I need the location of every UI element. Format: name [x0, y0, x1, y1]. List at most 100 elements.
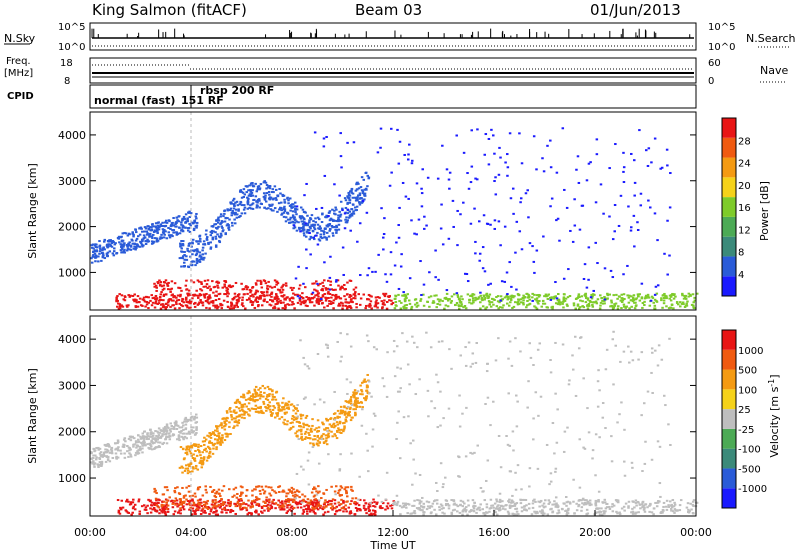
heatmap-cell: [536, 348, 540, 351]
heatmap-cell: [434, 513, 438, 516]
heatmap-cell: [178, 307, 181, 310]
heatmap-cell: [306, 222, 309, 225]
heatmap-cell: [359, 303, 362, 306]
heatmap-cell: [671, 510, 675, 513]
heatmap-cell: [170, 224, 173, 227]
heatmap-cell: [351, 203, 355, 206]
heatmap-cell: [229, 511, 232, 514]
heatmap-cell: [182, 265, 186, 268]
heatmap-cell: [132, 498, 135, 501]
heatmap-cell: [360, 388, 363, 391]
heatmap-cell: [334, 297, 337, 300]
heatmap-cell: [134, 441, 138, 444]
heatmap-cell: [341, 422, 345, 425]
heatmap-cell: [685, 304, 689, 307]
heatmap-cell: [305, 296, 308, 299]
heatmap-cell: [163, 225, 167, 228]
heatmap-cell: [263, 387, 267, 390]
heatmap-cell: [599, 301, 603, 304]
heatmap-cell: [182, 458, 186, 461]
heatmap-cell: [617, 305, 620, 308]
heatmap-cell: [249, 190, 253, 193]
heatmap-cell: [241, 191, 245, 194]
heatmap-cell: [182, 495, 186, 498]
heatmap-cell: [458, 511, 462, 514]
heatmap-cell: [189, 452, 193, 455]
heatmap-cell: [177, 437, 181, 440]
heatmap-cell: [144, 227, 148, 230]
heatmap-cell: [626, 294, 629, 297]
heatmap-cell: [146, 504, 149, 507]
heatmap-cell: [274, 502, 278, 505]
heatmap-cell: [691, 500, 695, 503]
heatmap-cell: [211, 499, 215, 502]
heatmap-cell: [226, 288, 230, 291]
heatmap-cell: [438, 300, 441, 303]
heatmap-cell: [338, 422, 342, 425]
heatmap-cell: [307, 367, 311, 370]
heatmap-cell: [415, 182, 419, 185]
heatmap-cell: [341, 246, 345, 249]
heatmap-cell: [217, 298, 221, 301]
heatmap-cell: [312, 488, 315, 491]
heatmap-cell: [354, 408, 357, 411]
heatmap-cell: [250, 191, 254, 194]
heatmap-cell: [262, 402, 266, 405]
heatmap-cell: [608, 215, 611, 218]
heatmap-cell: [464, 307, 468, 310]
heatmap-cell: [365, 171, 368, 174]
heatmap-cell: [586, 501, 589, 504]
heatmap-cell: [447, 504, 451, 507]
heatmap-cell: [265, 395, 269, 398]
heatmap-cell: [297, 287, 301, 290]
heatmap-cell: [413, 499, 416, 502]
heatmap-cell: [317, 501, 320, 504]
heatmap-cell: [383, 217, 386, 220]
heatmap-cell: [213, 495, 217, 498]
heatmap-cell: [224, 432, 227, 435]
heatmap-cell: [633, 245, 636, 248]
heatmap-cell: [416, 499, 419, 502]
heatmap-cell: [586, 502, 590, 505]
heatmap-cell: [121, 506, 125, 509]
heatmap-cell: [247, 504, 250, 507]
heatmap-cell: [280, 409, 283, 412]
heatmap-cell: [338, 194, 341, 197]
heatmap-cell: [586, 512, 590, 515]
heatmap-cell: [354, 291, 357, 294]
heatmap-cell: [588, 499, 592, 502]
heatmap-cell: [632, 511, 635, 514]
heatmap-cell: [192, 249, 195, 252]
heatmap-cell: [128, 452, 131, 455]
heatmap-cell: [353, 391, 356, 394]
heatmap-cell: [601, 302, 605, 305]
heatmap-cell: [126, 234, 130, 237]
heatmap-cell: [255, 289, 258, 292]
heatmap-cell: [170, 500, 173, 503]
heatmap-cell: [605, 348, 609, 351]
heatmap-cell: [354, 297, 357, 300]
heatmap-cell: [199, 459, 202, 462]
heatmap-cell: [616, 297, 619, 300]
heatmap-cell: [326, 503, 330, 506]
heatmap-cell: [398, 140, 402, 143]
heatmap-cell: [273, 297, 277, 300]
heatmap-cell: [192, 467, 195, 470]
heatmap-cell: [245, 191, 248, 194]
heatmap-cell: [293, 495, 297, 498]
heatmap-cell: [318, 225, 322, 228]
heatmap-cell: [385, 505, 389, 508]
heatmap-cell: [484, 133, 488, 136]
heatmap-cell: [246, 196, 249, 199]
heatmap-cell: [479, 307, 482, 310]
heatmap-cell: [474, 240, 477, 243]
heatmap-cell: [217, 503, 221, 506]
heatmap-cell: [179, 499, 183, 502]
heatmap-cell: [122, 251, 126, 254]
heatmap-cell: [176, 486, 179, 489]
heatmap-cell: [276, 412, 280, 415]
heatmap-cell: [415, 305, 419, 308]
heatmap-cell: [243, 193, 247, 196]
heatmap-cell: [314, 294, 317, 297]
heatmap-cell: [202, 504, 206, 507]
